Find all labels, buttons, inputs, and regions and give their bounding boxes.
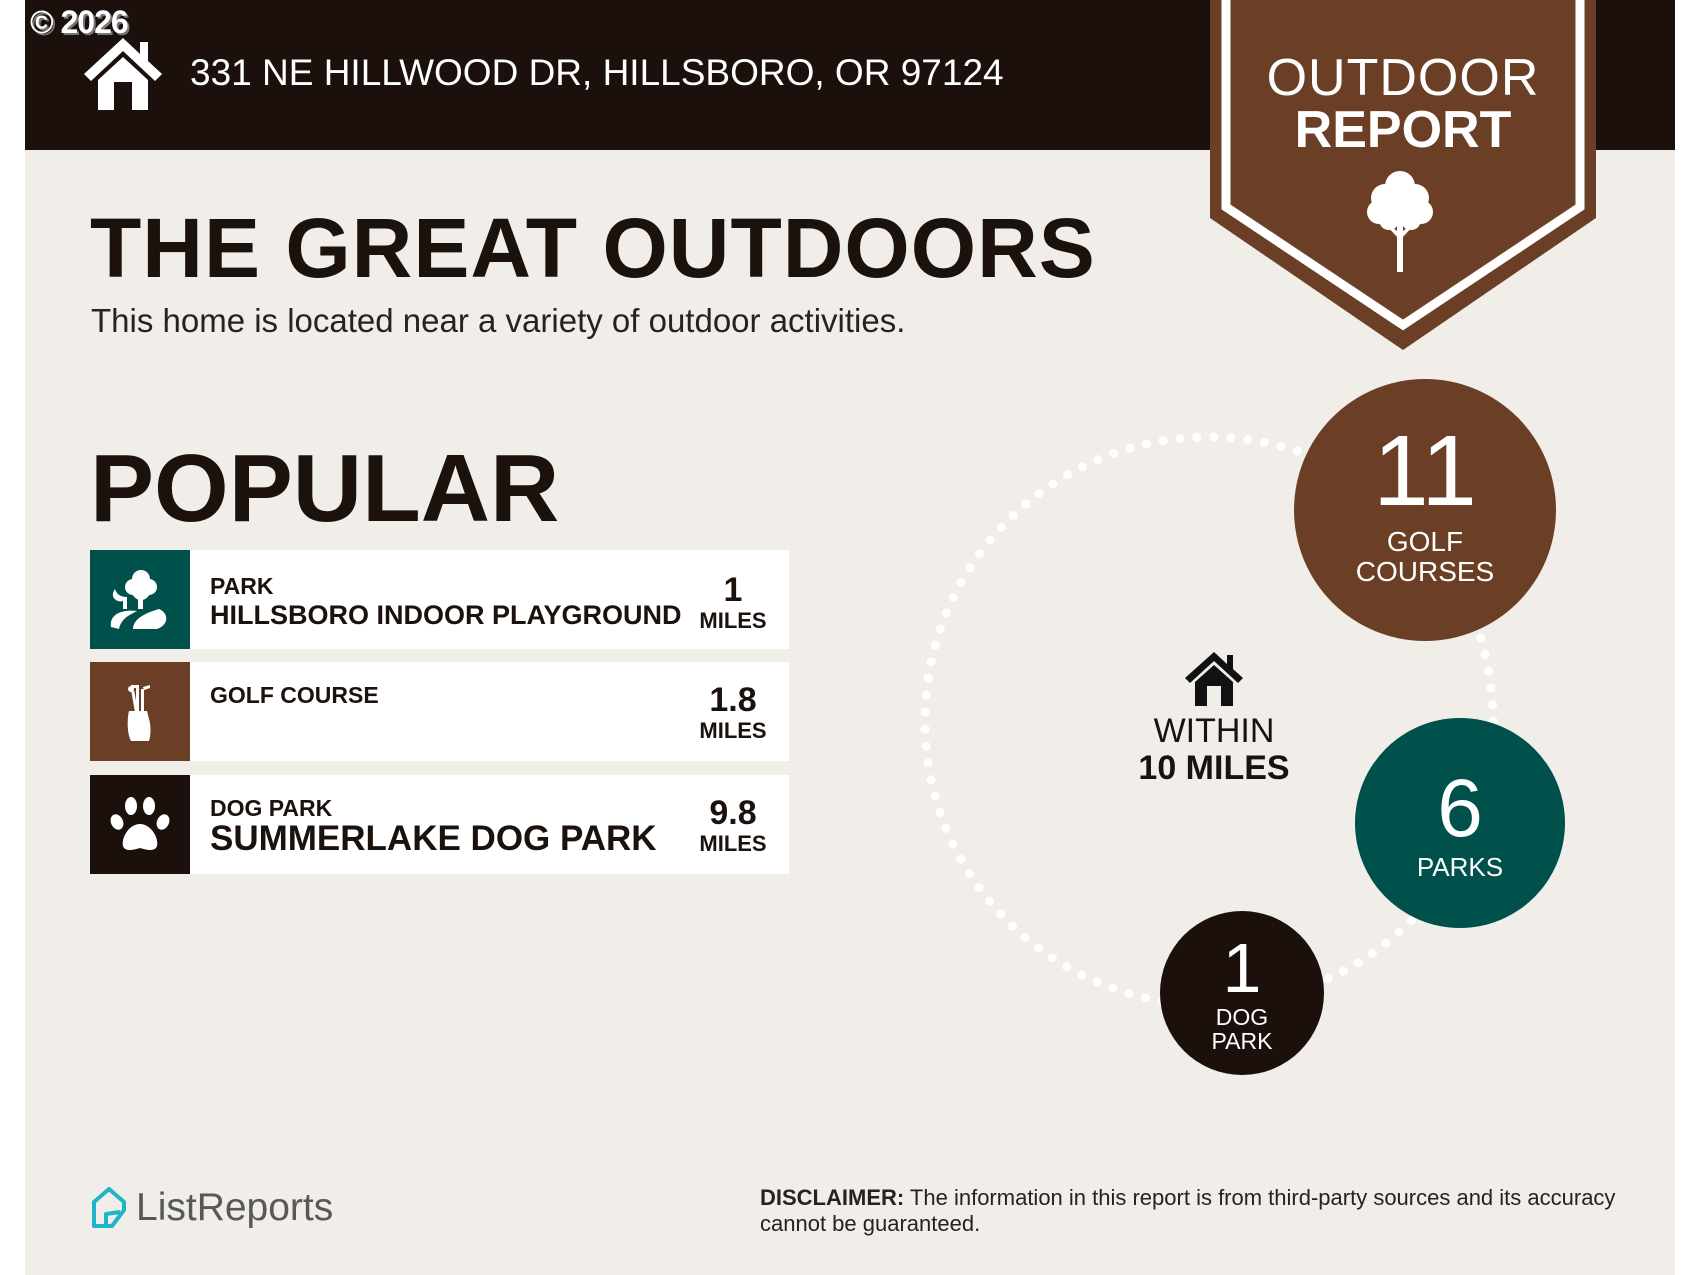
within-line-2: 10 MILES <box>1138 749 1290 787</box>
count-label: GOLF <box>1386 526 1464 557</box>
dog-park-count: 1 DOG PARK <box>1160 911 1324 1075</box>
distance-unit: MILES <box>699 608 767 633</box>
disclaimer: DISCLAIMER: The information in this repo… <box>760 1185 1620 1237</box>
count-label: PARK <box>1211 1028 1273 1054</box>
within-line-1: WITHIN <box>1153 712 1275 750</box>
listreports-logo-icon <box>92 1187 126 1228</box>
within-radius-label: WITHIN 10 MILES <box>1104 650 1324 787</box>
item-distance: 9.8 MILES <box>678 795 788 857</box>
parks-count: 6 PARKS <box>1355 718 1565 928</box>
park-icon-box <box>90 550 190 649</box>
badge-line-2: REPORT <box>1294 101 1512 159</box>
count-label: DOG <box>1215 1004 1269 1030</box>
disclaimer-text: The information in this report is from t… <box>760 1185 1616 1236</box>
item-category: GOLF COURSE <box>210 682 379 708</box>
golf-icon-box <box>90 662 190 761</box>
listreports-logo-text: ListReports <box>136 1186 334 1229</box>
popular-heading: POPULAR <box>90 435 560 542</box>
distance-value: 1.8 <box>709 681 757 719</box>
item-distance: 1.8 MILES <box>678 682 788 744</box>
listreports-logo: ListReports <box>90 1186 333 1230</box>
item-name: HILLSBORO INDOOR PLAYGROUND <box>210 600 682 630</box>
park-icon <box>110 569 167 629</box>
paw-icon <box>110 796 170 850</box>
popular-item-dog-park[interactable]: DOG PARK SUMMERLAKE DOG PARK 9.8 MILES <box>90 775 789 874</box>
distance-value: 1 <box>723 571 743 609</box>
golf-courses-count: 11 GOLF COURSES <box>1294 379 1556 641</box>
popular-item-park[interactable]: PARK HILLSBORO INDOOR PLAYGROUND 1 MILES <box>90 550 789 649</box>
page-title: THE GREAT OUTDOORS <box>90 201 1096 295</box>
property-address: 331 NE HILLWOOD DR, HILLSBORO, OR 97124 <box>190 52 1004 93</box>
item-name: SUMMERLAKE DOG PARK <box>210 819 657 858</box>
distance-value: 9.8 <box>709 794 757 832</box>
item-distance: 1 MILES <box>678 572 788 634</box>
count-value: 11 <box>1373 415 1477 527</box>
tree-icon <box>1367 171 1433 272</box>
home-icon <box>84 38 162 110</box>
popular-item-golf-course[interactable]: GOLF COURSE 1.8 MILES <box>90 662 789 761</box>
item-category: PARK <box>210 573 274 599</box>
count-value: 6 <box>1437 763 1483 854</box>
distance-unit: MILES <box>699 831 767 856</box>
dog-icon-box <box>90 775 190 874</box>
copyright: © 2026 <box>30 4 129 40</box>
count-label: PARKS <box>1416 852 1504 882</box>
item-category: DOG PARK <box>210 795 333 821</box>
golf-bag-icon <box>127 684 151 741</box>
count-label: COURSES <box>1355 556 1495 587</box>
badge-line-1: OUTDOOR <box>1266 49 1540 107</box>
home-icon <box>1185 652 1243 706</box>
page-subtitle: This home is located near a variety of o… <box>91 302 906 339</box>
distance-unit: MILES <box>699 718 767 743</box>
count-value: 1 <box>1222 929 1262 1007</box>
disclaimer-label: DISCLAIMER: <box>760 1185 905 1210</box>
